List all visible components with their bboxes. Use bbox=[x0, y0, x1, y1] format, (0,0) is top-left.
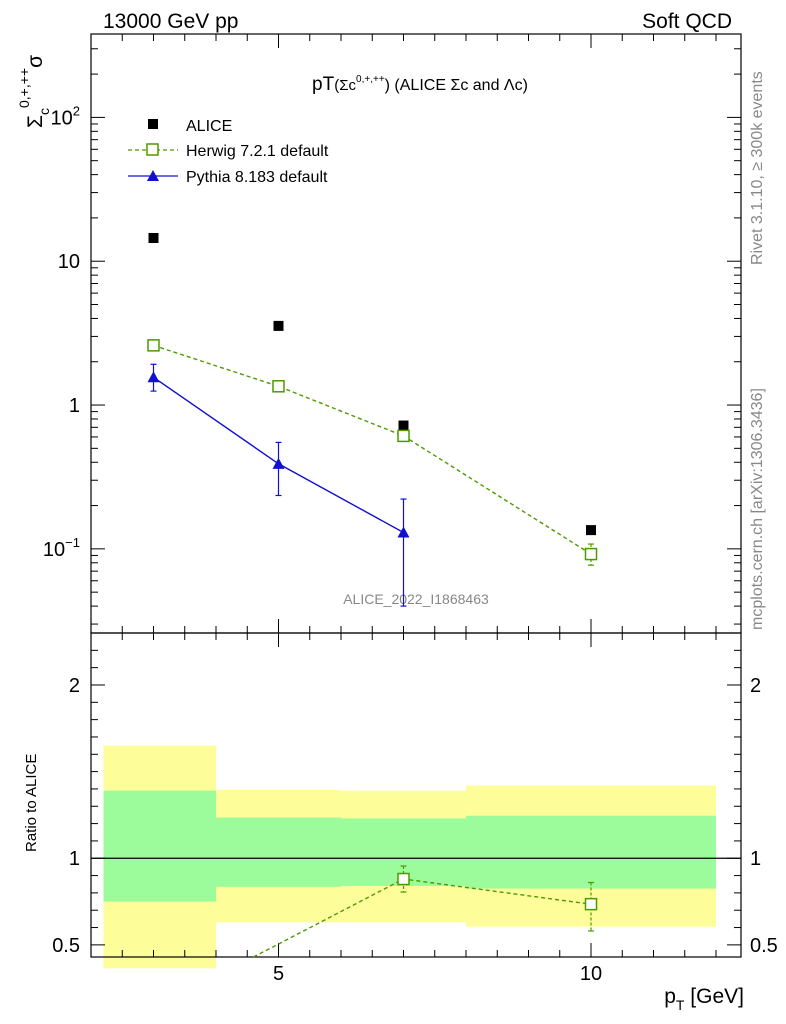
lower-y-axis-label: Ratio to ALICE bbox=[23, 754, 40, 852]
data-point-pythia bbox=[272, 457, 285, 469]
x-tick-label: 10 bbox=[580, 963, 602, 985]
legend-marker-alice bbox=[148, 119, 158, 129]
upper-panel: pT(Σc0,+,++) (ALICE Σc and Λc) Σc0,+,++σ… bbox=[16, 33, 742, 634]
data-point-herwig bbox=[584, 547, 598, 561]
upper-panel-title: pT(Σc0,+,++) (ALICE Σc and Λc) bbox=[312, 74, 528, 95]
mcplots-label: mcplots.cern.ch [arXiv:1306.3436] bbox=[749, 388, 766, 630]
data-point-alice bbox=[398, 420, 409, 431]
uncertainty-band-inner bbox=[216, 817, 341, 887]
legend-marker-herwig bbox=[146, 143, 159, 156]
legend-marker-pythia bbox=[147, 170, 159, 181]
series-line-herwig bbox=[153, 344, 592, 555]
ratio-y-tick-label: 0.5 bbox=[52, 935, 80, 957]
x-axis-label: pT [GeV] bbox=[664, 985, 744, 1013]
legend-label-alice: ALICE bbox=[186, 118, 232, 135]
lower-frame bbox=[90, 632, 742, 958]
ratio-y-tick-label-right: 1 bbox=[750, 848, 761, 870]
legend-label-herwig: Herwig 7.2.1 default bbox=[186, 143, 329, 160]
analysis-watermark: ALICE_2022_I1868463 bbox=[343, 591, 489, 607]
upper-y-axis-label: Σc0,+,++σ bbox=[16, 55, 52, 128]
y-tick-label: 10−1 bbox=[43, 535, 80, 561]
ratio-y-tick-label-right: 2 bbox=[750, 675, 761, 697]
lower-panel: Ratio to ALICE pT [GeV] 5 10 0.5 0.5 1 1 2 2 bbox=[23, 632, 778, 1013]
header-category: Soft QCD bbox=[642, 10, 732, 33]
y-tick-label: 10 bbox=[58, 251, 80, 273]
legend: ALICE Herwig 7.2.1 default Pythia 8.183 … bbox=[128, 118, 329, 186]
header-energy: 13000 GeV pp bbox=[103, 10, 238, 33]
data-point-alice bbox=[273, 320, 284, 331]
data-point-pythia bbox=[147, 371, 160, 383]
ratio-y-tick-label-right: 0.5 bbox=[750, 935, 778, 957]
data-point-herwig bbox=[147, 339, 160, 352]
y-tick-label: 1 bbox=[69, 395, 80, 417]
y-tick-label: 102 bbox=[51, 103, 80, 129]
uncertainty-band-inner bbox=[103, 790, 216, 902]
ratio-y-tick-label: 1 bbox=[69, 848, 80, 870]
data-point-alice bbox=[148, 233, 159, 244]
data-point-herwig bbox=[272, 380, 285, 393]
data-point-alice bbox=[586, 525, 596, 536]
data-point-pythia bbox=[397, 526, 410, 538]
rivet-version-label: Rivet 3.1.10, ≥ 300k events bbox=[749, 71, 766, 265]
data-point-herwig bbox=[397, 872, 410, 886]
uncertainty-band-inner bbox=[466, 815, 716, 889]
ratio-y-tick-label: 2 bbox=[69, 675, 80, 697]
data-point-herwig bbox=[584, 897, 598, 911]
x-tick-label: 5 bbox=[273, 963, 284, 985]
data-point-herwig bbox=[397, 429, 410, 443]
legend-label-pythia: Pythia 8.183 default bbox=[186, 169, 328, 186]
